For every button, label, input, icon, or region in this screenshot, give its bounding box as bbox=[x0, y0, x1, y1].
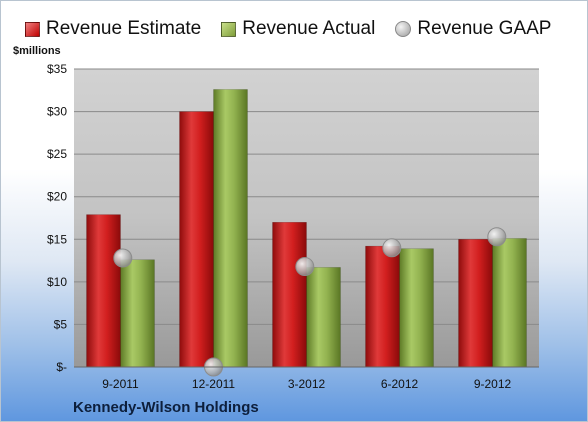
x-axis-ticks: 9-2011 12-2011 3-2012 6-2012 9-2012 bbox=[102, 377, 511, 391]
estimate-bar bbox=[179, 111, 214, 368]
y-tick-label: $20 bbox=[47, 190, 67, 204]
y-tick-label: $15 bbox=[47, 232, 67, 246]
legend-swatch-actual bbox=[221, 21, 237, 37]
bars bbox=[86, 89, 527, 368]
legend-label-actual: Revenue Actual bbox=[242, 18, 376, 39]
estimate-bar bbox=[86, 214, 121, 368]
legend-swatch-estimate bbox=[25, 21, 40, 37]
x-tick-label: 9-2011 bbox=[102, 377, 139, 391]
x-tick-label: 9-2012 bbox=[474, 377, 512, 391]
y-tick-label: $35 bbox=[47, 62, 67, 76]
y-unit-label: $millions bbox=[13, 45, 61, 57]
y-tick-label: $10 bbox=[47, 275, 67, 289]
estimate-bar bbox=[272, 222, 307, 368]
actual-bar bbox=[306, 267, 341, 368]
x-tick-label: 6-2012 bbox=[381, 377, 419, 391]
legend-item-gaap: Revenue GAAP bbox=[395, 18, 551, 40]
gaap-marker bbox=[382, 238, 402, 258]
legend-item-actual: Revenue Actual bbox=[221, 18, 375, 40]
y-axis-ticks: $- $5 $10 $15 $20 $25 $30 $35 bbox=[47, 62, 67, 374]
y-tick-label: $30 bbox=[47, 105, 67, 119]
x-tick-label: 3-2012 bbox=[288, 377, 326, 391]
gaap-marker bbox=[113, 248, 133, 268]
estimate-bar bbox=[365, 245, 400, 368]
y-tick-label: $25 bbox=[47, 147, 67, 161]
actual-bar bbox=[213, 89, 248, 368]
company-name: Kennedy-Wilson Holdings bbox=[73, 399, 259, 416]
legend-item-estimate: Revenue Estimate bbox=[25, 18, 201, 40]
gaap-marker bbox=[487, 227, 507, 247]
y-tick-label: $5 bbox=[54, 317, 68, 331]
legend-swatch-gaap bbox=[395, 21, 412, 37]
actual-bar bbox=[399, 248, 434, 368]
estimate-bar bbox=[458, 239, 493, 368]
y-tick-label: $- bbox=[56, 360, 67, 374]
actual-bar bbox=[120, 259, 155, 368]
legend-label-gaap: Revenue GAAP bbox=[417, 18, 552, 39]
legend: Revenue Estimate Revenue Actual Revenue … bbox=[25, 17, 571, 41]
legend-label-estimate: Revenue Estimate bbox=[46, 18, 202, 39]
actual-bar bbox=[492, 238, 527, 368]
x-tick-label: 12-2011 bbox=[192, 377, 235, 391]
gaap-marker bbox=[295, 257, 315, 277]
